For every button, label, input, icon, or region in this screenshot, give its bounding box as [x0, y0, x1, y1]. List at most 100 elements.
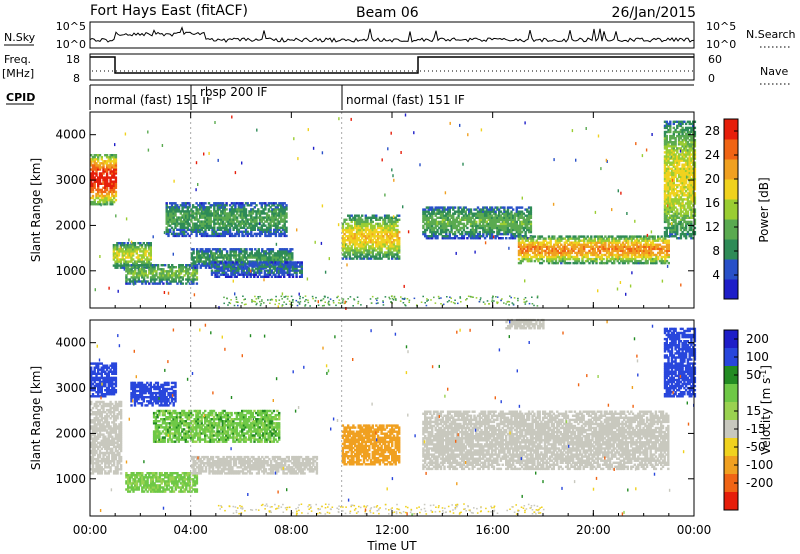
heatmap-cell: [630, 249, 633, 253]
heatmap-cell: [600, 243, 603, 246]
heatmap-cell: [164, 278, 167, 281]
heatmap-cell: [220, 210, 223, 213]
heatmap-cell: [521, 241, 524, 244]
heatmap-cell: [591, 251, 595, 255]
heatmap-cell: [663, 210, 667, 213]
heatmap-cell: [197, 212, 200, 215]
heatmap-cell: [267, 230, 271, 233]
heatmap-cell: [527, 218, 531, 221]
heatmap-cell: [257, 252, 260, 255]
heatmap-cell: [293, 265, 296, 268]
heatmap-cell: [674, 235, 677, 238]
heatmap-cell: [97, 156, 100, 159]
heatmap-cell: [539, 253, 542, 257]
heatmap-cell: [91, 188, 95, 192]
heatmap-cell: [216, 202, 219, 205]
heatmap-cell: [204, 256, 208, 259]
heatmap-cell: [276, 224, 279, 227]
heatmap-cell: [422, 212, 425, 215]
heatmap-cell: [676, 124, 679, 128]
heatmap-cell: [276, 267, 279, 270]
heatmap-cell: [165, 276, 169, 279]
heatmap-cell: [604, 247, 607, 251]
heatmap-cell: [515, 224, 518, 228]
heatmap-cell: [468, 230, 471, 234]
heatmap-cell: [165, 220, 168, 223]
heatmap-cell: [625, 251, 628, 255]
heatmap-cell: [650, 251, 653, 255]
heatmap-cell: [125, 252, 128, 255]
heatmap-cell: [669, 183, 672, 187]
heatmap-cell: [611, 253, 614, 257]
heatmap-cell: [188, 264, 192, 267]
heatmap-cell: [190, 252, 194, 255]
heatmap-cell: [343, 228, 346, 232]
heatmap-cell: [102, 203, 105, 206]
heatmap-cell: [459, 206, 462, 209]
heatmap-cell: [277, 250, 280, 253]
heatmap-cell: [501, 222, 504, 226]
heatmap-cell: [128, 272, 132, 275]
heatmap-cell: [561, 245, 565, 248]
heatmap-cell: [213, 258, 216, 261]
heatmap-cell: [135, 260, 138, 263]
heatmap-cell: [253, 232, 256, 236]
heatmap-cell: [653, 243, 656, 246]
heatmap-cell: [473, 230, 476, 234]
heatmap-cell: [471, 212, 474, 215]
heatmap-cell: [151, 272, 155, 275]
heatmap-cell: [95, 196, 98, 200]
heatmap-cell: [464, 232, 467, 236]
heatmap-cell: [651, 245, 655, 248]
heatmap-cell: [278, 212, 281, 215]
heatmap-cell: [635, 255, 639, 259]
heatmap-cell: [234, 214, 237, 217]
heatmap-cell: [186, 276, 190, 279]
heatmap-cell: [239, 226, 242, 229]
heatmap-cell: [492, 222, 496, 226]
heatmap-cell: [546, 255, 549, 259]
heatmap-cell: [211, 252, 215, 255]
heatmap-cell: [262, 228, 265, 231]
heatmap-cell: [519, 230, 522, 234]
heatmap-cell: [239, 267, 242, 270]
heatmap-cell: [257, 256, 260, 259]
heatmap-cell: [526, 259, 529, 263]
heatmap-cell: [105, 194, 109, 198]
heatmap-cell: [204, 212, 207, 215]
heatmap-cell: [105, 164, 109, 167]
heatmap-cell: [261, 275, 265, 278]
heatmap-cell: [181, 202, 184, 205]
heatmap-cell: [214, 263, 217, 266]
heatmap-cell: [149, 280, 153, 283]
heatmap-cell: [276, 271, 279, 274]
heatmap-cell: [628, 237, 632, 240]
heatmap-cell: [171, 272, 174, 275]
heatmap-cell: [114, 192, 118, 196]
nave-tick-top: 60: [708, 53, 722, 66]
heatmap-cell: [611, 257, 614, 261]
heatmap-cell: [672, 122, 675, 126]
heatmap-cell: [653, 237, 656, 240]
heatmap-cell: [156, 282, 160, 285]
heatmap-cell: [452, 218, 455, 221]
heatmap-cell: [665, 183, 668, 187]
heatmap-cell: [462, 237, 466, 240]
heatmap-cell: [100, 194, 103, 198]
heatmap-cell: [561, 249, 565, 253]
heatmap-cell: [199, 206, 202, 209]
heatmap-cell: [620, 253, 623, 257]
heatmap-cell: [350, 239, 353, 242]
nsky-tick-top: 10^5: [56, 20, 86, 33]
heatmap-cell: [192, 282, 195, 285]
heatmap-cell: [677, 183, 681, 187]
heatmap-cell: [248, 256, 252, 259]
heatmap-cell: [270, 271, 274, 274]
heatmap-cell: [528, 245, 531, 248]
heatmap-cell: [191, 226, 195, 229]
heatmap-cell: [676, 126, 679, 130]
heatmap-cell: [368, 216, 371, 219]
heatmap-cell: [192, 278, 195, 281]
heatmap-cell: [269, 224, 272, 227]
heatmap-cell: [385, 237, 389, 240]
